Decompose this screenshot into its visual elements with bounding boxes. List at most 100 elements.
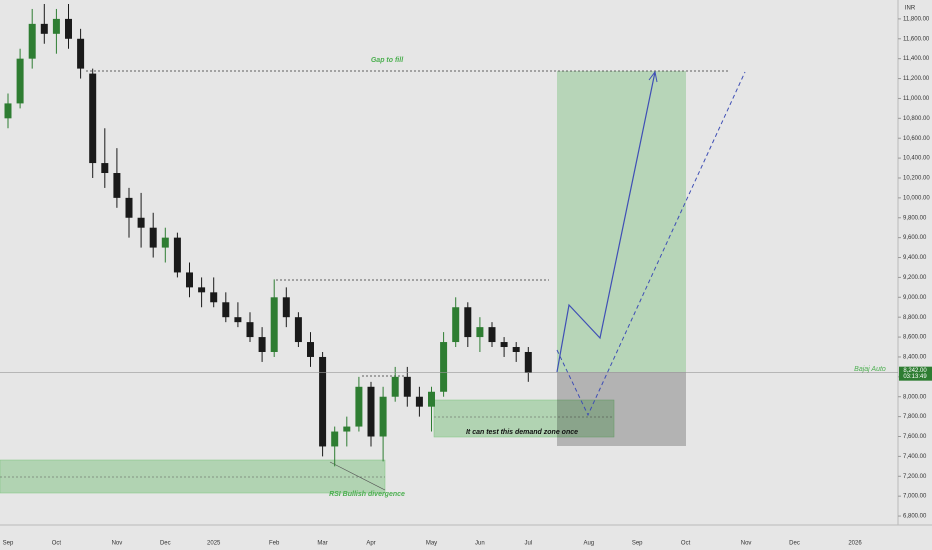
candle-body (476, 327, 484, 338)
symbol-label: Bajaj Auto (854, 366, 886, 373)
currency: INR (905, 6, 916, 12)
candle-body (149, 227, 157, 248)
y-tick-label: 8,600.00 (903, 335, 927, 341)
y-tick-label: 10,800.00 (903, 116, 930, 122)
candle-body (440, 342, 448, 392)
y-tick-label: 7,200.00 (903, 474, 927, 480)
demand-zone (433, 399, 615, 438)
y-tick-label: 11,000.00 (903, 96, 930, 102)
annotation: It can test this demand zone once (466, 429, 578, 436)
x-tick-label: Feb (269, 541, 280, 547)
candle-body (367, 386, 375, 437)
candle-body (125, 197, 133, 218)
last-price-tag (899, 366, 932, 381)
y-tick-label: 9,800.00 (903, 215, 927, 221)
candle-body (113, 173, 121, 198)
candle-body (77, 38, 85, 69)
y-tick-label: 9,400.00 (903, 255, 927, 261)
candle-body (161, 237, 169, 248)
candle-body (28, 23, 36, 59)
y-tick-label: 11,600.00 (903, 36, 930, 42)
candle-body (488, 327, 496, 343)
y-tick-label: 11,400.00 (903, 56, 930, 62)
y-tick-label: 10,200.00 (903, 176, 930, 182)
candle-body (173, 237, 181, 273)
y-tick-label: 9,200.00 (903, 275, 927, 281)
candle-body (403, 376, 411, 397)
candle-body (307, 342, 314, 357)
candle-body (391, 376, 399, 397)
x-tick-label: Dec (789, 541, 800, 547)
y-tick-label: 7,000.00 (903, 494, 927, 500)
y-tick-label: 6,800.00 (903, 514, 927, 520)
target-zone (557, 71, 686, 372)
candle-body (210, 292, 218, 303)
y-tick-label: 9,000.00 (903, 295, 927, 301)
candle-body (52, 18, 60, 34)
annotation: RSI Bullish divergence (329, 491, 405, 498)
y-tick-label: 10,400.00 (903, 156, 930, 162)
candle-body (294, 317, 302, 343)
candle-body (246, 322, 254, 338)
candle-body (234, 317, 242, 323)
y-tick-label: 7,400.00 (903, 454, 927, 460)
candle-body (282, 297, 290, 318)
projection-path (556, 71, 656, 373)
y-tick-label: 11,200.00 (903, 76, 930, 82)
y-tick-label: 10,600.00 (903, 136, 930, 142)
candle-body (512, 347, 520, 352)
candle-body (270, 297, 278, 352)
x-tick-label: Sep (3, 541, 14, 547)
candle-body (186, 272, 193, 288)
last-price-label: 8,242.00 (903, 368, 927, 374)
candle-body (343, 426, 351, 432)
candles (4, 3, 532, 467)
countdown: 03:13:49 (903, 374, 927, 380)
candle-body (331, 431, 339, 447)
candle-body (137, 217, 145, 228)
x-tick-label: Oct (52, 541, 62, 547)
y-tick-label: 8,800.00 (903, 315, 927, 321)
x-tick-label: Nov (112, 541, 123, 547)
x-tick-label: Oct (681, 541, 691, 547)
x-tick-label: Mar (317, 541, 327, 547)
x-tick-label: 2025 (207, 541, 221, 547)
candle-body (319, 356, 327, 447)
y-tick-label: 10,000.00 (903, 195, 930, 201)
x-tick-label: Dec (160, 541, 171, 547)
candle-body (65, 18, 72, 39)
x-tick-label: 2026 (848, 541, 862, 547)
candle-body (500, 342, 508, 348)
y-tick-label: 11,800.00 (903, 16, 930, 22)
demand-zone-left (0, 459, 386, 494)
candle-body (258, 337, 266, 352)
x-tick-label: Jun (475, 541, 485, 547)
x-tick-label: Jul (524, 541, 532, 547)
candle-body (16, 58, 24, 104)
y-tick-label: 7,800.00 (903, 414, 927, 420)
candle-body (89, 73, 97, 164)
candle-body (415, 396, 423, 407)
candle-body (198, 287, 206, 293)
candle-body (222, 302, 230, 318)
y-tick-label: 7,600.00 (903, 434, 927, 440)
x-tick-label: May (426, 541, 437, 547)
x-tick-label: Apr (366, 541, 375, 547)
y-tick-label: 9,600.00 (903, 235, 927, 241)
y-tick-label: 8,400.00 (903, 355, 927, 361)
y-tick-label: 8,000.00 (903, 394, 927, 400)
x-tick-label: Aug (583, 541, 594, 547)
stop-zone (557, 372, 686, 446)
candle-body (428, 391, 435, 407)
x-tick-label: Sep (632, 541, 643, 547)
candle-body (4, 103, 12, 119)
annotation: Gap to fill (371, 57, 404, 64)
x-tick-label: Nov (741, 541, 752, 547)
candle-body (464, 307, 472, 338)
candle-body (524, 351, 532, 373)
projection-arrow (648, 70, 658, 83)
divergence-line (329, 461, 386, 491)
candle-body (452, 307, 460, 343)
